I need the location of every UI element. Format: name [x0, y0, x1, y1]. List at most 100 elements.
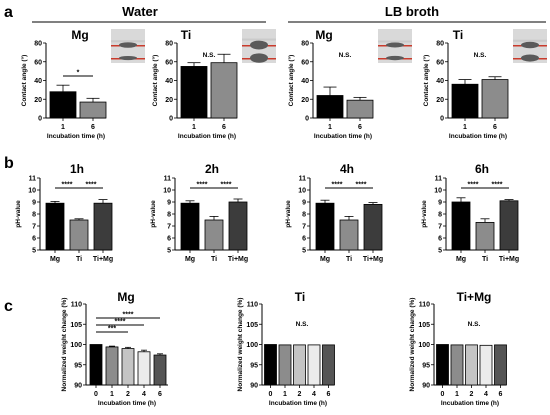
- y-axis-label: pH-value: [285, 200, 292, 228]
- x-tick-label: Ti+Mg: [93, 256, 113, 263]
- x-tick-label: 6: [222, 124, 226, 131]
- y-tick-label: 95: [250, 362, 258, 369]
- bar: [363, 203, 383, 251]
- x-tick-label: Ti: [346, 256, 352, 263]
- y-axis-label: Normalized weight change (%): [409, 298, 416, 392]
- y-tick-label: 5: [438, 248, 442, 255]
- bar: [475, 221, 495, 251]
- chart-title: 6h: [475, 162, 489, 176]
- y-tick-label: 6: [302, 236, 306, 243]
- chart-title: 4h: [340, 162, 354, 176]
- x-tick-label: 1: [328, 124, 332, 131]
- x-tick-label: 1: [463, 124, 467, 131]
- chart-a-2: Mg 0 20 40 60 80 Contact angle (°) 1 6 Incubation…: [287, 28, 412, 140]
- ns-label: N.S.: [339, 52, 352, 59]
- significance-label: ****: [62, 182, 73, 189]
- bar: [264, 344, 277, 386]
- significance-label: ****: [468, 182, 479, 189]
- y-tick-label: 40: [436, 78, 444, 85]
- y-tick-label: 0: [169, 116, 173, 123]
- chart-a-3: Ti 0 20 40 60 80 Contact angle (°) 1 6 Incubation…: [422, 28, 547, 140]
- y-tick-label: 11: [299, 176, 307, 183]
- chart-title: Ti: [295, 290, 305, 304]
- significance-label: ***: [108, 326, 116, 333]
- photo-droplet: [250, 40, 268, 50]
- y-tick-label: 10: [28, 188, 36, 195]
- x-tick-label: Ti: [76, 256, 82, 263]
- photo-highlight: [378, 40, 412, 43]
- y-tick-label: 20: [165, 97, 173, 104]
- y-tick-label: 0: [305, 116, 309, 123]
- significance-label: ****: [115, 319, 126, 326]
- y-tick-label: 95: [422, 362, 430, 369]
- x-tick-label: 4: [312, 391, 316, 398]
- photo-highlight: [513, 39, 547, 42]
- x-tick-label: Mg: [456, 256, 466, 263]
- chart-a-1: Ti 0 20 40 60 80 Contact angle (°) 1 6 Incubation…: [151, 28, 276, 140]
- y-axis-label: Contact angle (°): [151, 55, 159, 107]
- y-tick-label: 8: [32, 212, 36, 219]
- y-tick-label: 9: [167, 200, 171, 207]
- y-axis-label: pH-value: [15, 200, 22, 228]
- y-tick-label: 100: [70, 342, 82, 349]
- photo-droplet: [119, 55, 137, 61]
- y-tick-label: 80: [436, 41, 444, 48]
- x-tick-label: 2: [126, 391, 130, 398]
- significance-label: ****: [197, 182, 208, 189]
- x-tick-label: 0: [269, 391, 273, 398]
- y-tick-label: 20: [301, 97, 309, 104]
- y-tick-label: 80: [301, 41, 309, 48]
- bar: [105, 346, 119, 386]
- y-tick-label: 20: [436, 97, 444, 104]
- y-tick-label: 40: [165, 78, 173, 85]
- x-tick-label: 6: [493, 124, 497, 131]
- photo-highlight: [111, 40, 145, 43]
- x-tick-label: 2: [470, 391, 474, 398]
- y-tick-label: 90: [422, 383, 430, 390]
- chart-title: Ti+Mg: [457, 290, 492, 304]
- y-axis-label: pH-value: [421, 200, 428, 228]
- y-tick-label: 11: [29, 176, 37, 183]
- bar: [137, 351, 151, 386]
- chart-b-5: 2h 5 6 7 8 9 10 11 pH-value Mg Ti Ti+Mg **** ****: [150, 162, 248, 263]
- bar: [450, 344, 464, 386]
- droplet-photo: [378, 29, 412, 63]
- y-tick-label: 100: [418, 342, 430, 349]
- y-tick-label: 7: [167, 224, 171, 231]
- bar: [494, 344, 507, 386]
- droplet-photo: [513, 29, 547, 63]
- bar: [210, 62, 238, 119]
- y-tick-label: 5: [167, 248, 171, 255]
- x-axis-label: Incubation time (h): [441, 400, 499, 407]
- panel-label-a: a: [4, 4, 13, 21]
- bar: [69, 219, 89, 251]
- x-tick-label: 1: [283, 391, 287, 398]
- chart-a-0: Mg 0 20 40 60 80 Contact angle (°) 1 6 Incubation…: [20, 28, 145, 140]
- x-tick-label: Mg: [320, 256, 330, 263]
- chart-title: 2h: [205, 162, 219, 176]
- bar: [465, 344, 478, 386]
- group-title-lb-broth: LB broth: [385, 4, 439, 19]
- y-tick-label: 5: [302, 248, 306, 255]
- x-tick-label: 1: [455, 391, 459, 398]
- bar: [479, 344, 493, 386]
- bar: [436, 344, 449, 386]
- droplet-photo: [111, 29, 145, 63]
- y-tick-label: 10: [163, 188, 171, 195]
- x-tick-label: 4: [484, 391, 488, 398]
- bar: [278, 344, 292, 386]
- y-tick-label: 8: [167, 212, 171, 219]
- chart-title: Mg: [117, 290, 134, 304]
- y-tick-label: 8: [302, 212, 306, 219]
- y-tick-label: 10: [298, 188, 306, 195]
- photo-droplet: [119, 42, 137, 48]
- bar: [315, 202, 335, 251]
- significance-label: ****: [123, 312, 134, 319]
- bar: [180, 202, 200, 251]
- bar: [45, 202, 65, 251]
- bar: [153, 354, 167, 386]
- y-tick-label: 40: [301, 78, 309, 85]
- y-tick-label: 110: [247, 302, 258, 309]
- x-tick-label: 6: [499, 391, 503, 398]
- y-tick-label: 105: [70, 322, 82, 329]
